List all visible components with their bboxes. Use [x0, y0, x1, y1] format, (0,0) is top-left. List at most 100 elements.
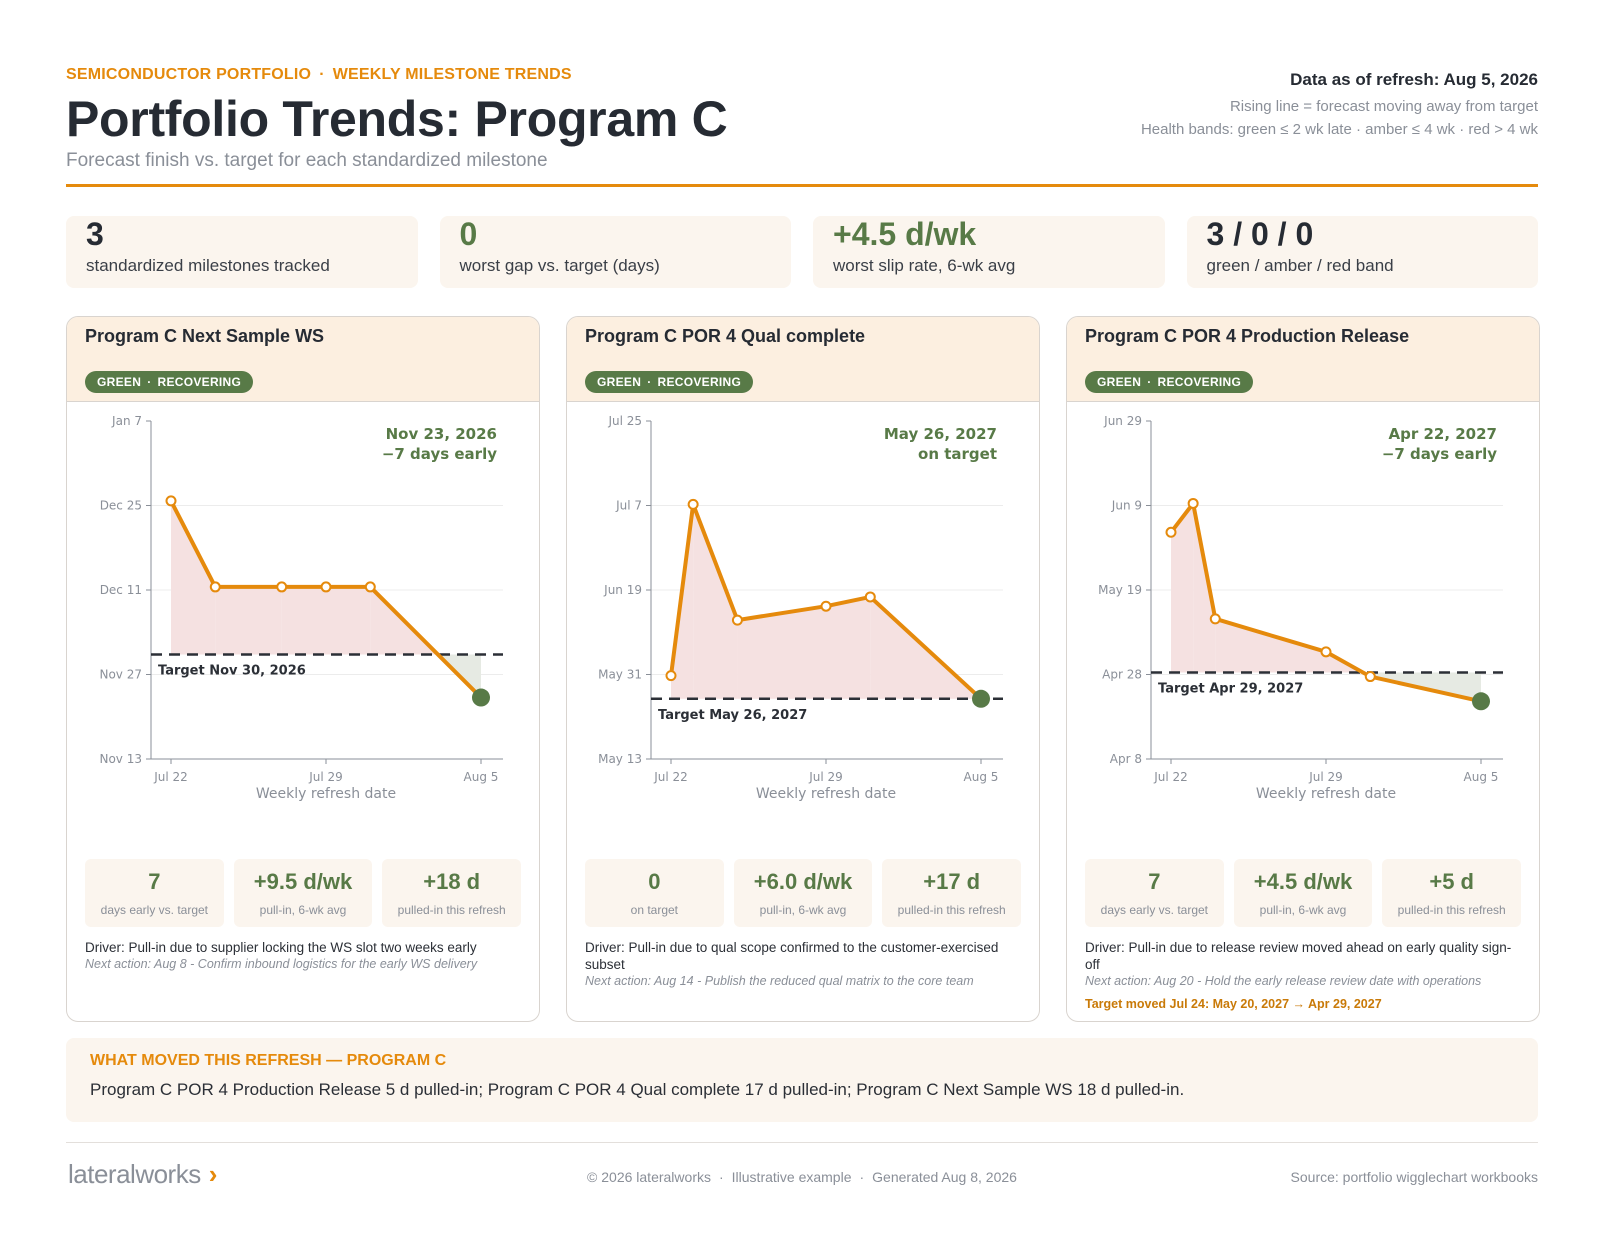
- stat-refresh-change: +17 d pulled-in this refresh: [882, 859, 1022, 927]
- x-tick-label: Jul 29: [308, 770, 343, 784]
- card-notes: Driver: Pull-in due to release review mo…: [1085, 939, 1525, 1013]
- target-label: Target May 26, 2027: [658, 708, 807, 723]
- page-subtitle: Forecast finish vs. target for each stan…: [66, 150, 548, 171]
- card-stats: 0 on target +6.0 d/wk pull-in, 6-wk avg +1…: [585, 859, 1022, 927]
- forecast-point: [687, 498, 699, 510]
- kpi-card-bands: 3 / 0 / 0 green / amber / red band: [1186, 216, 1538, 288]
- eyebrow-separator: ·: [319, 66, 325, 83]
- forecast-point: [364, 581, 376, 593]
- stat-value: 7: [148, 869, 161, 894]
- x-tick-label: Jul 22: [653, 770, 688, 784]
- stat-label: on target: [630, 903, 679, 917]
- legend-note-bands: Health bands: green ≤ 2 wk late · amber …: [1140, 121, 1538, 138]
- badge-status: GREEN: [97, 375, 142, 389]
- badge-separator: ·: [1147, 375, 1152, 389]
- kpi-card-milestones: 3 standardized milestones tracked: [66, 216, 418, 288]
- forecast-point: [1187, 497, 1199, 509]
- what-moved-panel: WHAT MOVED THIS REFRESH — PROGRAM C Prog…: [66, 1038, 1538, 1122]
- milestone-card-production-release: Program C POR 4 Production Release GREEN…: [1066, 316, 1540, 1022]
- page-title: Portfolio Trends: Program C: [66, 91, 728, 147]
- late-gap-area: [215, 586, 282, 655]
- kpi-label: green / amber / red band: [1206, 256, 1394, 275]
- y-tick-label: Nov 13: [99, 752, 142, 766]
- forecast-point: [209, 581, 221, 593]
- driver-text: Driver: Pull-in due to release review mo…: [1085, 940, 1512, 972]
- late-gap-area: [737, 606, 826, 699]
- x-tick-label: Jul 29: [808, 770, 843, 784]
- milestone-panels: Program C Next Sample WS GREEN · RECOVERIN…: [66, 316, 1540, 1022]
- forecast-point: [731, 614, 743, 626]
- target-label: Target Apr 29, 2027: [1158, 681, 1303, 696]
- card-header: Program C POR 4 Qual complete GREEN · RECO…: [567, 317, 1039, 402]
- page-footer: lateralworks › © 2026 lateralworks · Illust…: [66, 1142, 1538, 1203]
- kpi-card-slip-rate: +4.5 d/wk worst slip rate, 6-wk avg: [813, 216, 1165, 288]
- y-tick-label: Jul 25: [607, 414, 642, 428]
- example-note: Illustrative example: [731, 1169, 852, 1185]
- late-gap-area: [281, 586, 326, 655]
- y-tick-label: Apr 8: [1110, 752, 1142, 766]
- kpi-label: worst gap vs. target (days): [459, 256, 660, 275]
- target-label: Target Nov 30, 2026: [158, 664, 306, 679]
- current-forecast-point: [472, 688, 490, 707]
- what-moved-text: Program C POR 4 Production Release 5 d p…: [90, 1080, 1185, 1099]
- refresh-info: Data as of refresh: Aug 5, 2026 Rising l…: [1141, 70, 1538, 138]
- y-tick-label: Jun 9: [1111, 499, 1142, 513]
- kpi-strip: 3 standardized milestones tracked 0 wors…: [66, 216, 1538, 288]
- stat-value: +5 d: [1429, 869, 1474, 894]
- stat-label: pulled-in this refresh: [397, 903, 506, 917]
- milestone-card-next-sample-ws: Program C Next Sample WS GREEN · RECOVERIN…: [66, 316, 540, 1022]
- x-tick-label: Aug 5: [464, 770, 499, 784]
- card-title: Program C POR 4 Production Release: [1085, 326, 1410, 346]
- kpi-value: 0: [459, 216, 478, 252]
- current-forecast-status: −7 days early: [1382, 445, 1497, 463]
- x-tick-label: Jul 22: [1153, 770, 1188, 784]
- x-tick-label: Jul 22: [153, 770, 188, 784]
- current-forecast-date: Nov 23, 2026: [386, 425, 497, 443]
- stat-refresh-change: +5 d pulled-in this refresh: [1382, 859, 1522, 927]
- next-action-text: Next action: Aug 14 - Publish the reduce…: [585, 974, 974, 988]
- kpi-value: +4.5 d/wk: [833, 216, 977, 252]
- footer-meta: © 2026 lateralworks · Illustrative example…: [66, 1169, 1538, 1185]
- kpi-label: worst slip rate, 6-wk avg: [833, 256, 1016, 275]
- badge-trend: RECOVERING: [157, 375, 242, 389]
- milestone-card-qual-complete: Program C POR 4 Qual complete GREEN · RECO…: [566, 316, 1040, 1022]
- late-gap-area: [693, 504, 738, 699]
- x-tick-label: Jul 29: [1308, 770, 1343, 784]
- y-tick-label: Jan 7: [111, 414, 142, 428]
- forecast-point: [864, 591, 876, 603]
- x-tick-label: Aug 5: [964, 770, 999, 784]
- next-action-text: Next action: Aug 8 - Confirm inbound log…: [85, 957, 478, 971]
- card-stats: 7 days early vs. target +4.5 d/wk pull-in,…: [1085, 859, 1522, 927]
- forecast-line: [1169, 501, 1483, 704]
- card-title: Program C Next Sample WS: [85, 326, 325, 346]
- card-notes: Driver: Pull-in due to supplier locking …: [85, 939, 525, 973]
- late-gap-area: [326, 586, 371, 655]
- status-badge: GREEN · RECOVERING: [585, 371, 754, 393]
- card-stats: 7 days early vs. target +9.5 d/wk pull-in,…: [85, 859, 522, 927]
- trend-chart: May 13 May 31 Jun 19 Jul 7 Jul 25 Jul 22 Jul 2…: [598, 414, 1003, 802]
- late-gap-area: [1171, 503, 1194, 673]
- stat-label: pull-in, 6-wk avg: [1259, 903, 1347, 917]
- forecast-point: [1364, 671, 1376, 683]
- stat-label: pulled-in this refresh: [1397, 903, 1506, 917]
- stat-value: +18 d: [423, 869, 481, 894]
- y-tick-label: Jul 7: [615, 499, 642, 513]
- logo-text: lateralworks: [68, 1159, 201, 1189]
- badge-status: GREEN: [1097, 375, 1142, 389]
- kpi-label: standardized milestones tracked: [86, 256, 330, 275]
- eyebrow-section: WEEKLY MILESTONE TRENDS: [332, 66, 572, 83]
- forecast-line: [169, 498, 483, 700]
- generated-date: Generated Aug 8, 2026: [872, 1169, 1017, 1185]
- driver-text: Driver: Pull-in due to supplier locking …: [85, 940, 477, 955]
- forecast-point: [320, 581, 332, 593]
- card-header: Program C Next Sample WS GREEN · RECOVERIN…: [67, 317, 539, 402]
- x-axis-title: Weekly refresh date: [1256, 786, 1396, 802]
- current-forecast-status: −7 days early: [382, 445, 497, 463]
- forecast-point: [665, 670, 677, 682]
- card-title: Program C POR 4 Qual complete: [585, 326, 866, 346]
- what-moved-title: WHAT MOVED THIS REFRESH — PROGRAM C: [90, 1052, 447, 1069]
- late-gap-area: [1215, 618, 1326, 673]
- stat-label: pulled-in this refresh: [897, 903, 1006, 917]
- next-action-text: Next action: Aug 20 - Hold the early rel…: [1085, 974, 1482, 988]
- copyright-text: © 2026 lateralworks: [587, 1169, 711, 1185]
